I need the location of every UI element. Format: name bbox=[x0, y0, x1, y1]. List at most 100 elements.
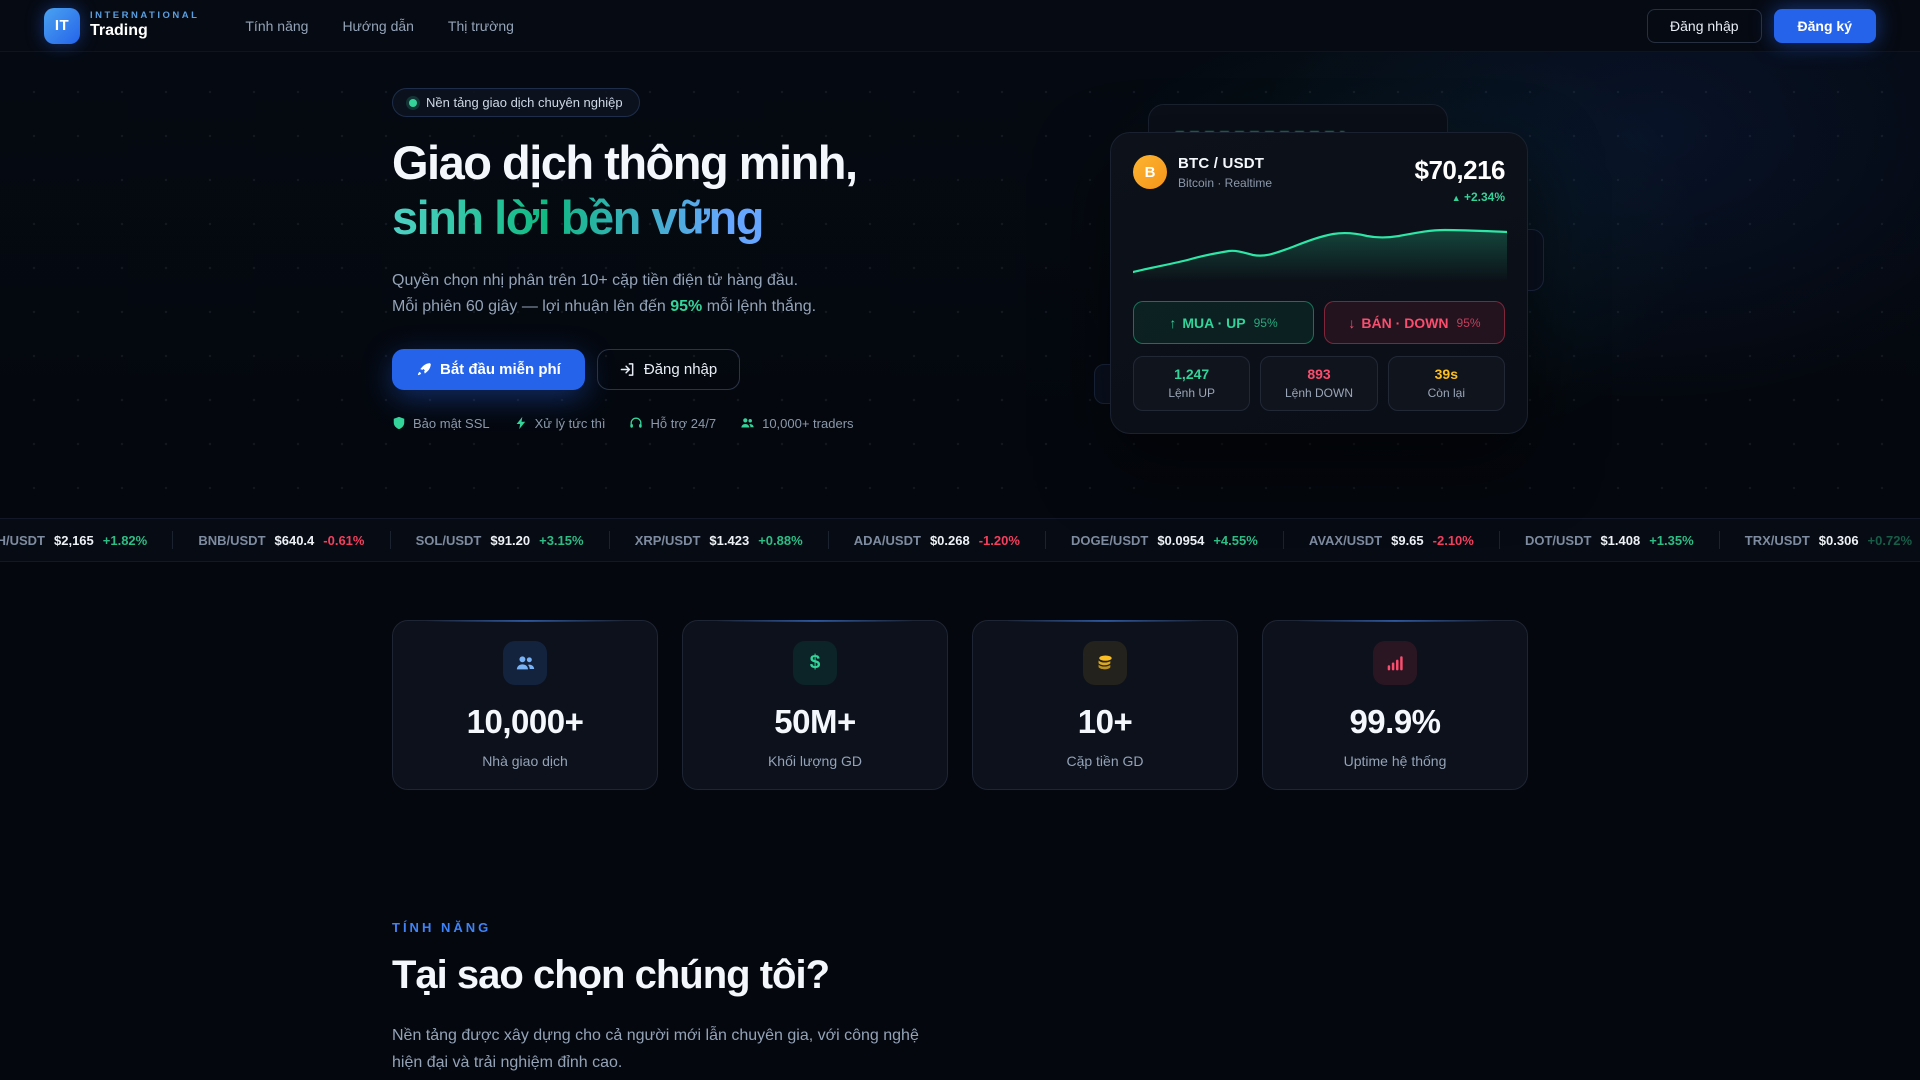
nav-link-guide[interactable]: Hướng dẫn bbox=[342, 17, 414, 34]
status-dot-icon bbox=[409, 98, 417, 107]
brand-monogram: IT bbox=[54, 17, 70, 34]
stat-label: Cặp tiền GD bbox=[1066, 753, 1144, 769]
hero-title-line1: Giao dịch thông minh, bbox=[392, 136, 858, 189]
ticker-price: $0.0954 bbox=[1157, 532, 1205, 548]
stat-card-uptime: 99.9% Uptime hệ thống bbox=[1262, 620, 1528, 790]
trust-label: Xử lý tức thì bbox=[534, 415, 606, 431]
trust-label: 10,000+ traders bbox=[762, 415, 854, 431]
btc-change: ▲ +2.34% bbox=[1415, 190, 1505, 204]
buy-up-label: MUA · UP bbox=[1182, 314, 1246, 331]
trading-pair: BTC / USDT bbox=[1178, 155, 1265, 172]
features-description: Nền tảng được xây dựng cho cả người mới … bbox=[392, 1027, 919, 1072]
stat-card-traders: 10,000+ Nhà giao dịch bbox=[392, 620, 658, 790]
features-section: TÍNH NĂNG Tại sao chọn chúng tôi? Nền tả… bbox=[392, 920, 1528, 1076]
ticker-price: $9.65 bbox=[1391, 532, 1424, 548]
brand-name-bottom: Trading bbox=[90, 21, 148, 39]
register-button[interactable]: Đăng ký bbox=[1773, 8, 1876, 43]
trust-item-traders: 10,000+ traders bbox=[740, 415, 854, 431]
stat-value: 10,000+ bbox=[466, 703, 584, 740]
trust-item-instant: Xử lý tức thì bbox=[514, 415, 606, 431]
ticker-symbol: AVAX/USDT bbox=[1308, 532, 1383, 548]
ticker-item: DOGE/USDT $0.0954 +4.55% bbox=[1071, 533, 1258, 548]
brand-name-top: INTERNATIONAL bbox=[90, 10, 200, 22]
login-icon bbox=[620, 362, 634, 376]
trust-label: Hỗ trợ 24/7 bbox=[650, 415, 717, 431]
start-free-label: Bắt đầu miễn phí bbox=[440, 360, 561, 378]
ticker-item: ADA/USDT $0.268 -1.20% bbox=[854, 533, 1020, 548]
ticker-change: +1.35% bbox=[1649, 532, 1694, 548]
hero-badge-label: Nền tảng giao dịch chuyên nghiệp bbox=[426, 95, 623, 110]
trust-row: Bảo mật SSL Xử lý tức thì Hỗ trợ 24/7 10… bbox=[392, 416, 1032, 431]
nav-actions: Đăng nhập Đăng ký bbox=[1647, 8, 1876, 43]
hero-login-button[interactable]: Đăng nhập bbox=[596, 348, 741, 390]
ticker-change: +0.72% bbox=[1867, 532, 1912, 548]
hero-title: Giao dịch thông minh, sinh lời bền vững bbox=[392, 135, 1032, 246]
ticker-divider bbox=[1282, 531, 1284, 549]
arrow-down-icon: ↓ bbox=[1348, 314, 1356, 331]
users-icon bbox=[503, 641, 547, 685]
ticker-symbol: TRX/USDT bbox=[1744, 532, 1810, 548]
sell-down-button[interactable]: ↓ BÁN · DOWN 95% bbox=[1324, 301, 1505, 344]
btc-change-value: +2.34% bbox=[1463, 190, 1505, 204]
hero-login-label: Đăng nhập bbox=[643, 360, 718, 378]
features-eyebrow: TÍNH NĂNG bbox=[392, 920, 492, 935]
ticker-price: $0.306 bbox=[1818, 532, 1859, 548]
arrow-up-icon: ↑ bbox=[1169, 314, 1177, 331]
ticker-item: BNB/USDT $640.4 -0.61% bbox=[198, 533, 364, 548]
hero-desc-highlight: 95% bbox=[670, 298, 703, 316]
ticker-divider bbox=[1044, 531, 1046, 549]
stat-orders-down: 893 Lệnh DOWN bbox=[1260, 356, 1378, 411]
coin-letter: B bbox=[1144, 163, 1156, 181]
ticker-symbol: SOL/USDT bbox=[415, 532, 482, 548]
brand-logo[interactable]: IT INTERNATIONAL Trading bbox=[44, 7, 199, 44]
sell-down-label: BÁN · DOWN bbox=[1361, 314, 1449, 331]
hero-cta-row: Bắt đầu miễn phí Đăng nhập bbox=[392, 348, 1032, 390]
orders-up-value: 1,247 bbox=[1174, 366, 1210, 382]
stat-value: 50M+ bbox=[774, 703, 856, 740]
ticker-change: +1.82% bbox=[102, 532, 148, 548]
brand-logo-icon: IT bbox=[44, 7, 80, 44]
ticker-change: -1.20% bbox=[978, 532, 1020, 548]
ticker-divider bbox=[827, 531, 829, 549]
ticker-item: AVAX/USDT $9.65 -2.10% bbox=[1309, 533, 1474, 548]
ticker-symbol: ETH/USDT bbox=[0, 532, 45, 548]
ticker-item: TRX/USDT $0.306 +0.72% bbox=[1745, 533, 1912, 548]
ticker-change: +4.55% bbox=[1213, 532, 1258, 548]
ticker-divider bbox=[608, 531, 610, 549]
hero-desc-text: Quyền chọn nhị phân trên 10+ cặp tiền đi… bbox=[392, 271, 799, 316]
ticker-change: +0.88% bbox=[758, 532, 803, 548]
start-free-button[interactable]: Bắt đầu miễn phí bbox=[392, 348, 585, 390]
price-sparkline-chart bbox=[1131, 228, 1509, 282]
ticker-item: ETH/USDT $2,165 +1.82% bbox=[0, 533, 147, 548]
btc-trade-card: B BTC / USDT Bitcoin · Realtime $70,216 … bbox=[1110, 132, 1528, 434]
dollar-icon: $ bbox=[793, 641, 837, 685]
coins-icon bbox=[1083, 641, 1127, 685]
trust-item-support: Hỗ trợ 24/7 bbox=[629, 416, 716, 431]
trading-pair-subtitle: Bitcoin · Realtime bbox=[1178, 176, 1273, 190]
stat-label: Khối lượng GD bbox=[767, 753, 863, 769]
bitcoin-coin-icon: B bbox=[1133, 155, 1167, 189]
hero-desc-tail: mỗi lệnh thắng. bbox=[702, 298, 817, 316]
ticker-price: $0.268 bbox=[929, 532, 970, 548]
top-navbar: IT INTERNATIONAL Trading Tính năng Hướng… bbox=[0, 0, 1920, 52]
sell-payout: 95% bbox=[1456, 315, 1481, 330]
stat-label: Nhà giao dịch bbox=[482, 753, 568, 769]
buy-up-button[interactable]: ↑ MUA · UP 95% bbox=[1133, 301, 1314, 344]
nav-link-markets[interactable]: Thị trường bbox=[447, 17, 514, 34]
ticker-change: +3.15% bbox=[539, 532, 584, 548]
ticker-change: -0.61% bbox=[323, 532, 365, 548]
headset-icon bbox=[630, 417, 643, 428]
time-left-label: Còn lại bbox=[1427, 386, 1465, 400]
ticker-price: $91.20 bbox=[490, 532, 531, 548]
brand-name: INTERNATIONAL Trading bbox=[90, 11, 199, 39]
ticker-change: -2.10% bbox=[1432, 532, 1474, 548]
price-ticker-bar: ETH/USDT $2,165 +1.82% BNB/USDT $640.4 -0.61… bbox=[0, 518, 1920, 562]
btc-price: $70,216 bbox=[1414, 155, 1506, 185]
login-button[interactable]: Đăng nhập bbox=[1647, 8, 1762, 43]
nav-link-features[interactable]: Tính năng bbox=[245, 17, 309, 34]
hero-badge: Nền tảng giao dịch chuyên nghiệp bbox=[392, 88, 640, 117]
hero-title-line2: sinh lời bền vững bbox=[392, 191, 764, 245]
stat-time-left: 39s Còn lại bbox=[1387, 356, 1505, 411]
lightning-icon bbox=[516, 417, 525, 430]
